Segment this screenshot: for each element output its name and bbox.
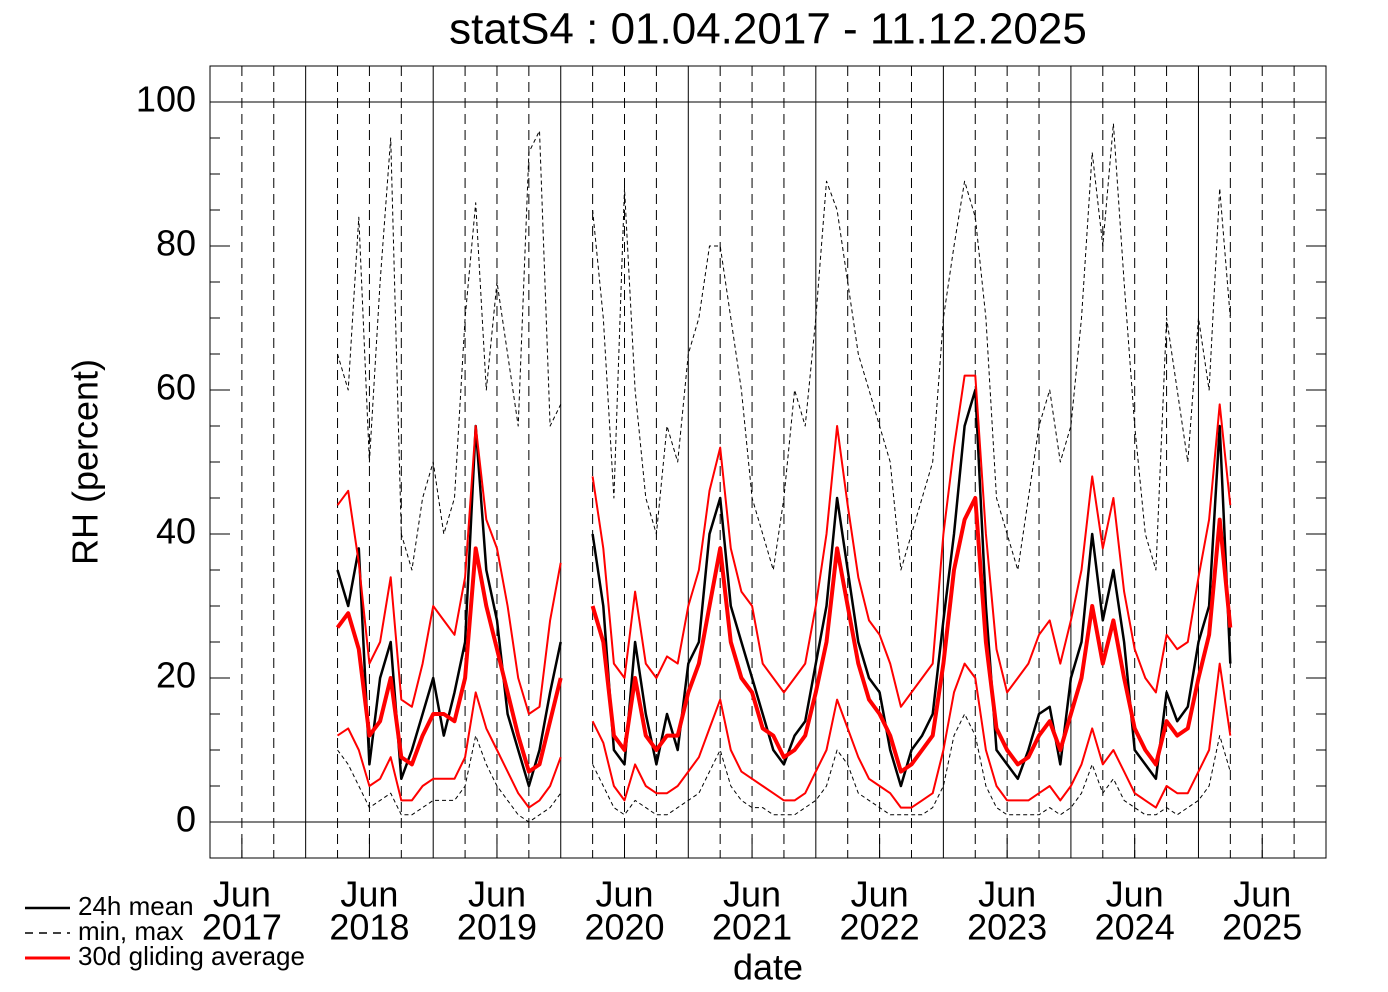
series-line [336, 374, 1232, 715]
y-tick-label: 40 [156, 511, 196, 552]
x-tick-label: 2018 [329, 907, 409, 948]
y-axis-title: RH (percent) [65, 359, 106, 565]
series-line [336, 388, 1232, 788]
x-tick-label: Jun [468, 874, 526, 915]
series-line [336, 662, 1232, 809]
y-tick-label: 100 [136, 79, 196, 120]
series-line [337, 713, 1231, 823]
x-tick-label: 2021 [712, 907, 792, 948]
x-tick-label: 2017 [202, 907, 282, 948]
x-tick-label: 2019 [457, 907, 537, 948]
x-tick-label: Jun [723, 874, 781, 915]
x-tick-label: Jun [851, 874, 909, 915]
series-line [335, 496, 1233, 774]
x-axis-title: date [733, 947, 803, 988]
x-tick-label: 2025 [1222, 907, 1302, 948]
x-tick-label: Jun [978, 874, 1036, 915]
legend-label: 30d gliding average [78, 941, 305, 971]
legend-label: min, max [78, 916, 183, 946]
x-tick-label: Jun [340, 874, 398, 915]
series-line [337, 123, 1231, 571]
y-tick-label: 60 [156, 367, 196, 408]
y-tick-label: 80 [156, 223, 196, 264]
y-tick-label: 20 [156, 655, 196, 696]
x-tick-label: Jun [1233, 874, 1291, 915]
x-tick-label: Jun [595, 874, 653, 915]
x-tick-label: 2020 [584, 907, 664, 948]
x-tick-label: Jun [213, 874, 271, 915]
x-tick-label: 2022 [840, 907, 920, 948]
x-tick-label: 2023 [967, 907, 1047, 948]
x-tick-label: 2024 [1095, 907, 1175, 948]
legend-label: 24h mean [78, 891, 194, 921]
chart-title: statS4 : 01.04.2017 - 11.12.2025 [449, 5, 1087, 54]
y-tick-label: 0 [176, 799, 196, 840]
x-tick-label: Jun [1106, 874, 1164, 915]
